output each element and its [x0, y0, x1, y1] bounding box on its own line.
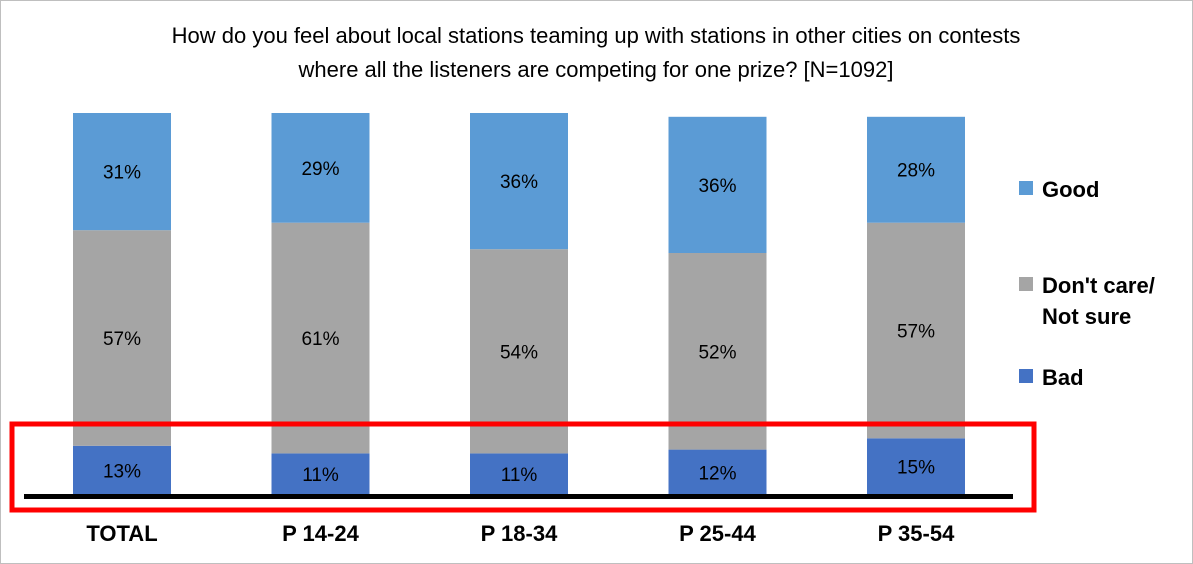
bar-don-t-care-not-sure-p-18-34: [470, 249, 568, 454]
bar-bad-total: [73, 445, 171, 495]
bar-bad-p-25-44: [668, 449, 767, 495]
legend: Good Don't care/Not sure Bad: [1019, 177, 1155, 390]
data-label-don-t-care-not-sure-total: 57%: [103, 329, 141, 350]
data-label-good-p-25-44: 36%: [698, 176, 736, 197]
data-label-don-t-care-not-sure-p-35-54: 57%: [897, 322, 935, 343]
bar-good-p-14-24: [271, 113, 370, 223]
bar-good-p-18-34: [470, 113, 568, 250]
chart-title-line-1: How do you feel about local stations tea…: [172, 23, 1021, 48]
highlight-box: [9, 421, 1037, 513]
data-label-bad-total: 13%: [103, 461, 141, 482]
bar-bad-p-14-24: [271, 453, 370, 495]
data-label-bad-p-14-24: 11%: [302, 465, 339, 486]
bar-good-p-35-54: [867, 116, 965, 223]
data-label-don-t-care-not-sure-p-18-34: 54%: [500, 342, 538, 363]
segment-labels: 13% 57% 31% 11% 61% 29% 11% 54% 36% 12% 52% 36% 15% 5…: [103, 159, 935, 486]
category-label-p-25-44: P 25-44: [679, 521, 756, 546]
bar-good-total: [73, 113, 171, 231]
bar-don-t-care-not-sure-p-25-44: [668, 252, 767, 450]
data-label-good-p-14-24: 29%: [301, 159, 339, 180]
legend-label-bad: Bad: [1042, 365, 1084, 390]
data-label-bad-p-35-54: 15%: [897, 458, 935, 479]
bars: [73, 113, 965, 495]
data-label-don-t-care-not-sure-p-14-24: 61%: [301, 329, 339, 350]
chart-title: How do you feel about local stations tea…: [172, 23, 1021, 82]
bar-don-t-care-not-sure-p-35-54: [867, 222, 965, 439]
category-labels: TOTAL P 14-24 P 18-34 P 25-44 P 35-54: [86, 521, 955, 546]
bar-don-t-care-not-sure-total: [73, 230, 171, 446]
legend-label-don-t-care-not-sure-line-2: Not sure: [1042, 304, 1131, 329]
bar-bad-p-18-34: [470, 453, 568, 495]
data-label-bad-p-25-44: 12%: [698, 463, 736, 484]
bar-don-t-care-not-sure-p-14-24: [271, 222, 370, 454]
legend-label-don-t-care-not-sure-line-1: Don't care/: [1042, 273, 1155, 298]
data-label-don-t-care-not-sure-p-25-44: 52%: [698, 342, 736, 363]
legend-swatch-bad: [1019, 369, 1033, 383]
bar-bad-p-35-54: [867, 438, 965, 495]
legend-swatch-don-t-care-not-sure: [1019, 277, 1033, 291]
data-label-good-p-35-54: 28%: [897, 161, 935, 182]
category-label-total: TOTAL: [86, 521, 157, 546]
bar-good-p-25-44: [668, 116, 767, 253]
category-label-p-35-54: P 35-54: [878, 521, 955, 546]
data-label-good-p-18-34: 36%: [500, 172, 538, 193]
category-label-p-14-24: P 14-24: [282, 521, 359, 546]
data-label-bad-p-18-34: 11%: [501, 465, 538, 486]
chart-title-line-2: where all the listeners are competing fo…: [298, 57, 894, 82]
legend-swatch-good: [1019, 181, 1033, 195]
data-label-good-total: 31%: [103, 163, 141, 184]
category-label-p-18-34: P 18-34: [481, 521, 558, 546]
legend-label-good: Good: [1042, 177, 1099, 202]
